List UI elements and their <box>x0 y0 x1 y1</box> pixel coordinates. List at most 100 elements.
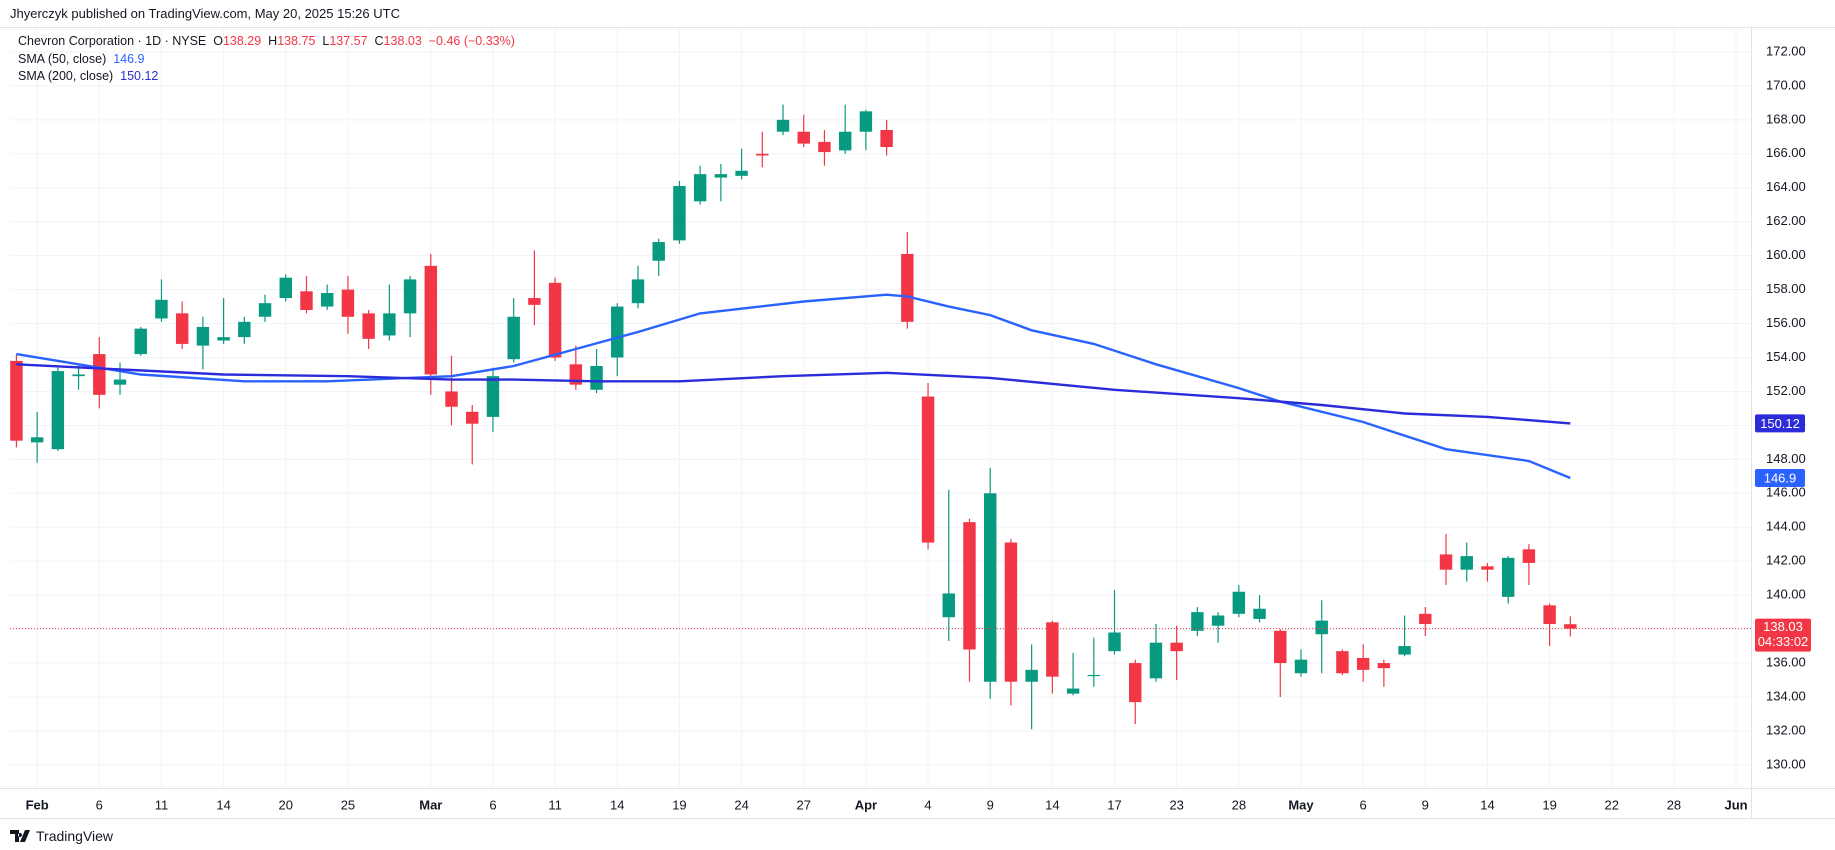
ohlc-value: 138.03 <box>383 34 422 48</box>
price-badge <box>1755 414 1805 433</box>
symbol-row: Chevron Corporation · 1D · NYSE O138.29 … <box>18 33 515 51</box>
candle-body <box>1336 651 1349 674</box>
candle-body <box>735 170 748 176</box>
x-tick-label: 28 <box>1232 797 1246 812</box>
candle-body <box>1564 624 1577 629</box>
candle-body <box>1522 549 1536 563</box>
candle-body <box>445 391 458 407</box>
x-tick-label: 25 <box>341 797 355 812</box>
candle-body <box>1481 566 1494 570</box>
footer: TradingView <box>10 828 113 844</box>
x-tick-label: 19 <box>1542 797 1556 812</box>
ohlc-label: C <box>374 34 384 48</box>
candle-body <box>155 299 168 319</box>
candle-body <box>1066 688 1080 694</box>
candle-body <box>1149 642 1163 679</box>
candle-body <box>1191 612 1204 631</box>
candle-body <box>528 298 541 305</box>
y-tick-label: 164.00 <box>1766 179 1806 194</box>
sma-line <box>16 363 1571 425</box>
candle-body <box>72 374 85 377</box>
x-tick-label: 6 <box>489 797 496 812</box>
x-tick-label: May <box>1288 797 1314 812</box>
ohlc-label: O <box>213 34 223 48</box>
candle-body <box>238 321 251 338</box>
price-badge-label: 146.9 <box>1764 470 1797 485</box>
last-price-label: 138.03 <box>1763 619 1803 634</box>
candle-body <box>217 337 230 341</box>
candle-body <box>196 326 210 346</box>
candle-body <box>1274 630 1287 664</box>
candle-body <box>548 282 562 358</box>
plot <box>10 104 1751 730</box>
candle-body <box>1439 554 1453 570</box>
x-tick-label: 4 <box>924 797 931 812</box>
candle-body <box>673 186 686 241</box>
x-tick-label: 6 <box>96 797 103 812</box>
candle-body <box>1129 663 1142 703</box>
x-tick-label: 14 <box>1480 797 1494 812</box>
x-tick-label: 6 <box>1360 797 1367 812</box>
x-tick-label: Jun <box>1725 797 1748 812</box>
candle-body <box>1087 674 1101 677</box>
x-tick-label: 28 <box>1667 797 1681 812</box>
candle-body <box>693 174 707 202</box>
candle-body <box>880 130 893 147</box>
candle-body <box>1501 557 1515 597</box>
candle-body <box>1108 632 1121 652</box>
symbol: Chevron Corporation · 1D · NYSE <box>18 34 207 48</box>
candle-body <box>818 141 831 153</box>
candle-body <box>983 493 997 682</box>
x-tick-label: 23 <box>1169 797 1183 812</box>
candle-body <box>1170 642 1183 652</box>
candle-body <box>51 371 65 450</box>
x-tick-label: 27 <box>797 797 811 812</box>
candle-body <box>10 360 23 441</box>
candle-body <box>1398 646 1411 655</box>
ohlc-label: H <box>268 34 278 48</box>
candle-body <box>569 364 583 385</box>
x-tick-label: 9 <box>987 797 994 812</box>
price-badge <box>1755 469 1805 488</box>
ohlc-value: 137.57 <box>329 34 368 48</box>
price-badge-label: 150.12 <box>1760 416 1800 431</box>
candle-body <box>93 354 106 395</box>
indicator-value: 150.12 <box>120 69 159 83</box>
x-tick-label: 17 <box>1107 797 1121 812</box>
ohlc-label: L <box>322 34 330 48</box>
candle-body <box>30 437 44 443</box>
last-price-badge <box>1755 618 1811 652</box>
candle-body <box>300 291 313 310</box>
candle-body <box>403 279 417 314</box>
candle-body <box>590 365 603 390</box>
y-tick-label: 136.00 <box>1766 654 1806 669</box>
candle-body <box>1046 622 1059 677</box>
candle-body <box>1294 659 1308 674</box>
axes: 130.00132.00134.00136.00138.00140.00142.… <box>26 43 1811 812</box>
y-tick-label: 132.00 <box>1766 722 1806 737</box>
candle-body <box>631 279 645 304</box>
candle-body <box>1004 542 1018 682</box>
x-tick-label: 14 <box>216 797 230 812</box>
ohlc-value: 138.29 <box>222 34 262 48</box>
candle-body <box>486 376 500 417</box>
candle-body <box>1419 613 1432 625</box>
y-tick-label: 156.00 <box>1766 315 1806 330</box>
candle-body <box>776 119 790 132</box>
candle-body <box>714 174 728 178</box>
y-tick-label: 162.00 <box>1766 213 1806 228</box>
y-tick-label: 152.00 <box>1766 383 1806 398</box>
ohlc-value: 138.75 <box>277 34 316 48</box>
candle-body <box>383 313 396 336</box>
candle-body <box>424 265 438 375</box>
candle-body <box>113 379 127 385</box>
y-tick-label: 130.00 <box>1766 756 1806 771</box>
x-tick-label: 11 <box>155 797 169 812</box>
candle-body <box>1543 605 1556 625</box>
indicator-row: SMA (200, close) 150.12 <box>18 68 515 86</box>
candle-body <box>942 593 955 618</box>
candle-body <box>134 328 147 355</box>
x-tick-label: 22 <box>1605 797 1619 812</box>
logo <box>10 830 30 842</box>
y-tick-label: 142.00 <box>1766 553 1806 568</box>
